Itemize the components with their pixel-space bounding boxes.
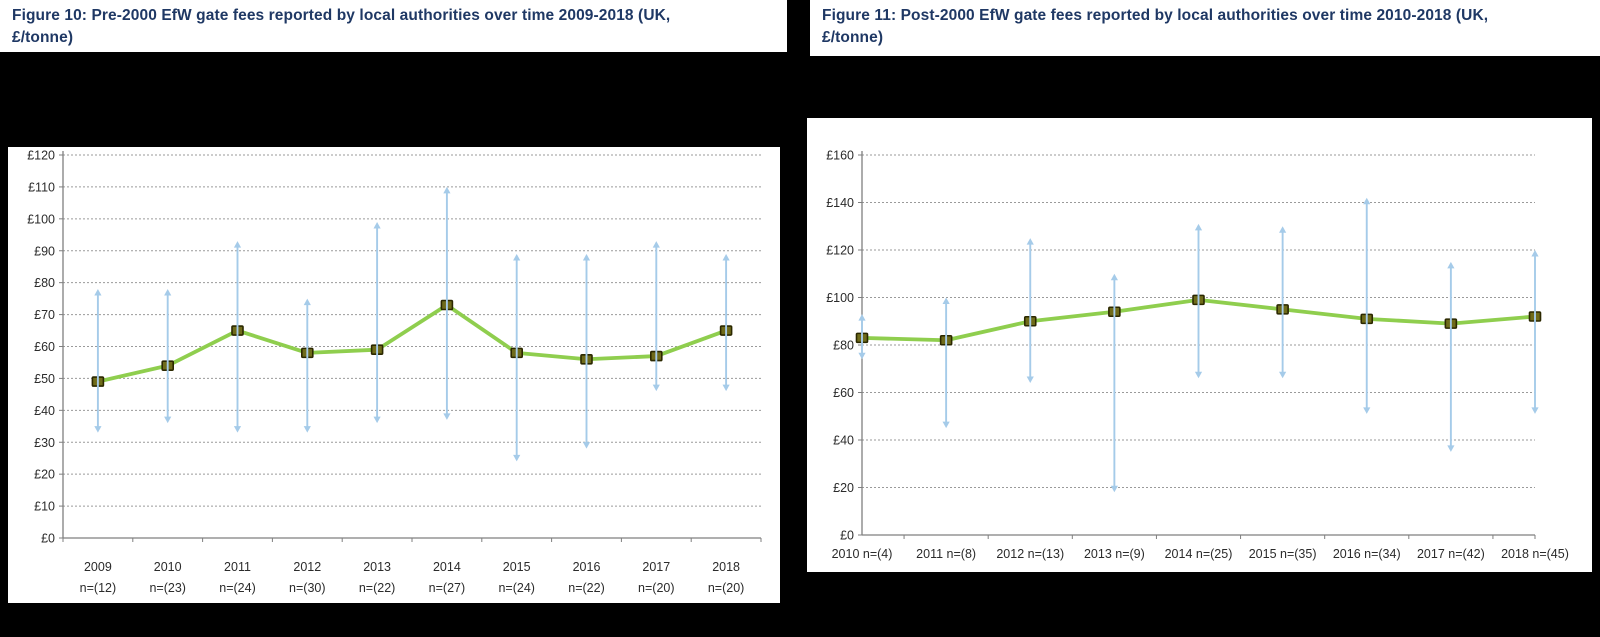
- figure11-title: Figure 11: Post-2000 EfW gate fees repor…: [810, 0, 1600, 56]
- error-bar: [1110, 273, 1118, 493]
- error-bar: [1447, 261, 1455, 452]
- error-bar: [1026, 238, 1034, 383]
- x-tick-sublabel: n=(23): [149, 581, 185, 595]
- figure11-title-line1: Figure 11: Post-2000 EfW gate fees repor…: [822, 7, 1489, 24]
- figure10-chart-svg: £0 £10 £20 £30 £40 £50 £60 £70 £80 £90 £100 £110 £12…: [27, 149, 762, 595]
- error-bar: [1531, 250, 1539, 414]
- x-tick-label: 2017: [642, 560, 670, 574]
- x-tick-label: 2014 n=(25): [1165, 547, 1233, 561]
- figure10-title: Figure 10: Pre-2000 EfW gate fees report…: [0, 0, 787, 52]
- x-axis-labels: 2009 2010 2011 2012 2013 2014 2015 2016 2017 2018…: [80, 560, 745, 595]
- y-tick-label: £80: [34, 276, 55, 290]
- figure10-title-line1: Figure 10: Pre-2000 EfW gate fees report…: [12, 7, 671, 24]
- y-tick-label: £100: [27, 212, 55, 226]
- y-tick-label: £10: [34, 500, 55, 514]
- error-bar: [373, 222, 381, 424]
- x-tick-sublabel: n=(22): [359, 581, 395, 595]
- x-tick-label: 2012: [293, 560, 321, 574]
- error-bar: [582, 253, 591, 449]
- y-tick-label: £140: [826, 196, 854, 210]
- error-bar: [858, 314, 866, 360]
- x-tick-label: 2018: [712, 560, 740, 574]
- gridlines: [59, 154, 761, 539]
- x-tick-label: 2010: [154, 560, 182, 574]
- y-tick-label: £30: [34, 436, 55, 450]
- y-tick-label: £100: [826, 291, 854, 305]
- data-point-markers: [91, 299, 733, 387]
- x-tick-label: 2010 n=(4): [832, 547, 893, 561]
- x-tick-label: 2016: [573, 560, 601, 574]
- figure10-title-line2: £/tonne): [12, 29, 74, 46]
- y-tick-label: £20: [34, 468, 55, 482]
- x-tick-sublabel: n=(30): [289, 581, 325, 595]
- error-bar: [652, 241, 660, 392]
- y-tick-label: £80: [833, 339, 854, 353]
- x-tick-label: 2012 n=(13): [996, 547, 1064, 561]
- y-tick-label: £20: [833, 481, 854, 495]
- x-tick-label: 2011 n=(8): [916, 547, 976, 561]
- error-bar: [1363, 197, 1371, 414]
- error-bar: [164, 289, 172, 424]
- x-tick-sublabel: n=(27): [429, 581, 465, 595]
- x-tick-label: 2015: [503, 560, 531, 574]
- x-axis-ticks: [62, 538, 762, 542]
- y-tick-label: £40: [833, 434, 854, 448]
- error-bar: [233, 241, 242, 433]
- y-tick-label: £120: [27, 149, 55, 163]
- figure11-title-line2: £/tonne): [822, 29, 884, 46]
- y-tick-label: £160: [826, 149, 854, 163]
- x-tick-label: 2013 n=(9): [1084, 547, 1145, 561]
- y-axis-labels: £0 £20 £40 £60 £80 £100 £120 £140 £160: [826, 149, 854, 543]
- error-bar: [303, 298, 311, 433]
- x-tick-sublabel: n=(24): [498, 581, 534, 595]
- x-tick-sublabel: n=(22): [568, 581, 604, 595]
- y-tick-label: £60: [833, 386, 854, 400]
- x-tick-sublabel: n=(12): [80, 581, 116, 595]
- error-bars: [94, 186, 730, 462]
- y-tick-label: £0: [840, 529, 854, 543]
- x-tick-label: 2017 n=(42): [1417, 547, 1485, 561]
- x-tick-label: 2016 n=(34): [1333, 547, 1401, 561]
- error-bar: [513, 253, 521, 462]
- x-tick-sublabel: n=(20): [638, 581, 674, 595]
- figure10-chart-panel: £0 £10 £20 £30 £40 £50 £60 £70 £80 £90 £100 £110 £12…: [8, 147, 780, 603]
- y-tick-label: £120: [826, 244, 854, 258]
- y-tick-label: £40: [34, 404, 55, 418]
- figure11-chart-svg: £0 £20 £40 £60 £80 £100 £120 £140 £160 2010 n=(4)…: [826, 149, 1569, 562]
- error-bars: [858, 197, 1539, 493]
- series-line: [97, 303, 727, 384]
- y-axis-labels: £0 £10 £20 £30 £40 £50 £60 £70 £80 £90 £100 £110 £12…: [27, 149, 55, 546]
- x-tick-label: 2009: [84, 560, 112, 574]
- figure11-chart-panel: £0 £20 £40 £60 £80 £100 £120 £140 £160 2010 n=(4)…: [807, 118, 1592, 572]
- error-bar: [1279, 226, 1287, 379]
- y-tick-label: £90: [34, 244, 55, 258]
- x-tick-label: 2015 n=(35): [1249, 547, 1317, 561]
- error-bar: [942, 297, 950, 429]
- error-bar: [722, 253, 730, 392]
- gridlines: [858, 154, 1535, 536]
- error-bar: [443, 186, 451, 420]
- y-tick-label: £60: [34, 340, 55, 354]
- x-tick-label: 2013: [363, 560, 391, 574]
- x-axis-labels: 2010 n=(4) 2011 n=(8) 2012 n=(13) 2013 n=(9…: [832, 547, 1569, 561]
- x-tick-label: 2011: [224, 560, 251, 574]
- x-tick-label: 2018 n=(45): [1501, 547, 1569, 561]
- x-tick-label: 2014: [433, 560, 461, 574]
- y-tick-label: £0: [41, 532, 55, 546]
- error-bar: [94, 289, 102, 433]
- y-tick-label: £70: [34, 308, 55, 322]
- y-tick-label: £50: [34, 372, 55, 386]
- error-bar: [1194, 223, 1203, 379]
- y-tick-label: £110: [28, 180, 55, 194]
- x-tick-sublabel: n=(20): [708, 581, 744, 595]
- x-tick-sublabel: n=(24): [219, 581, 255, 595]
- x-axis-ticks: [903, 535, 1536, 539]
